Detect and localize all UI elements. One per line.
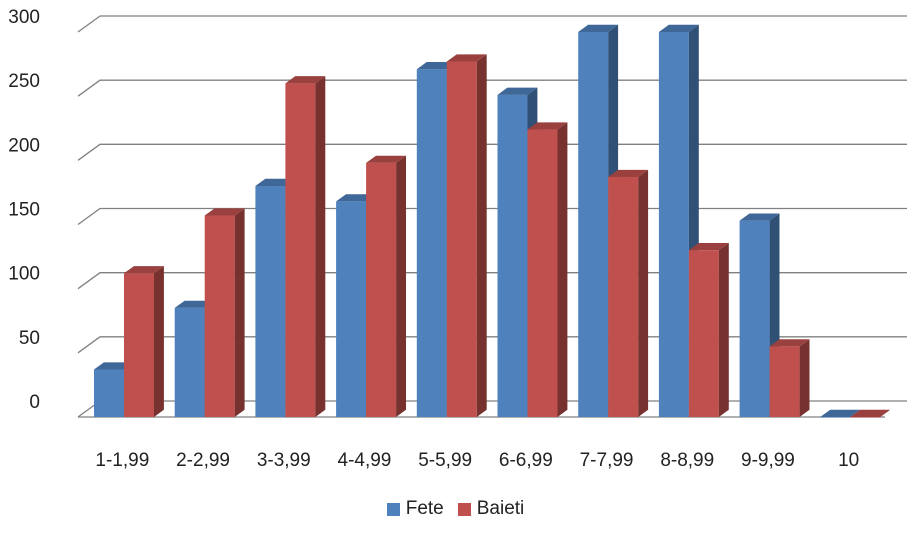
bar-baieti-5: [446, 54, 487, 418]
bar-baieti-8: [688, 242, 729, 417]
gridline: [77, 15, 907, 33]
legend: Fete Baieti: [0, 498, 911, 520]
x-tick-label: 8-8,99: [660, 450, 714, 471]
x-tick-label: 7-7,99: [580, 450, 634, 471]
legend-swatch-baieti: [457, 502, 471, 516]
gridline: [77, 272, 907, 290]
y-tick-label: 250: [8, 71, 40, 92]
bar-baieti-9: [769, 339, 810, 417]
bar-baieti-3: [285, 76, 326, 417]
gridline: [77, 207, 907, 226]
y-tick-label: 300: [8, 7, 40, 28]
x-tick-label: 10: [838, 450, 859, 471]
legend-item-baieti: Baieti: [457, 498, 525, 520]
y-tick-label: 50: [19, 328, 40, 349]
bar-baieti-4: [366, 155, 406, 417]
bar-baieti-6: [527, 122, 568, 418]
x-tick-label: 1-1,99: [95, 450, 149, 471]
gridline: [77, 79, 907, 97]
x-tick-label: 5-5,99: [418, 450, 472, 471]
legend-label-baieti: Baieti: [476, 498, 525, 519]
y-tick-label: 150: [8, 200, 40, 221]
x-tick-label: 3-3,99: [257, 450, 311, 471]
legend-label-fete: Fete: [405, 498, 444, 519]
legend-item-fete: Fete: [386, 498, 444, 520]
x-tick-label: 9-9,99: [741, 450, 795, 471]
x-tick-label: 6-6,99: [499, 450, 553, 471]
gridline: [77, 143, 907, 161]
x-tick-label: 4-4,99: [338, 450, 392, 471]
bar-fete-10: [820, 409, 861, 418]
y-tick-label: 100: [8, 264, 40, 285]
x-tick-label: 2-2,99: [176, 450, 230, 471]
bar-baieti-10: [850, 409, 891, 418]
legend-swatch-fete: [386, 502, 400, 516]
y-tick-label: 0: [29, 392, 40, 413]
bar-baieti-1: [124, 266, 164, 417]
bar-baieti-2: [204, 208, 245, 417]
y-tick-label: 200: [8, 135, 40, 156]
bar-baieti-7: [608, 169, 649, 417]
